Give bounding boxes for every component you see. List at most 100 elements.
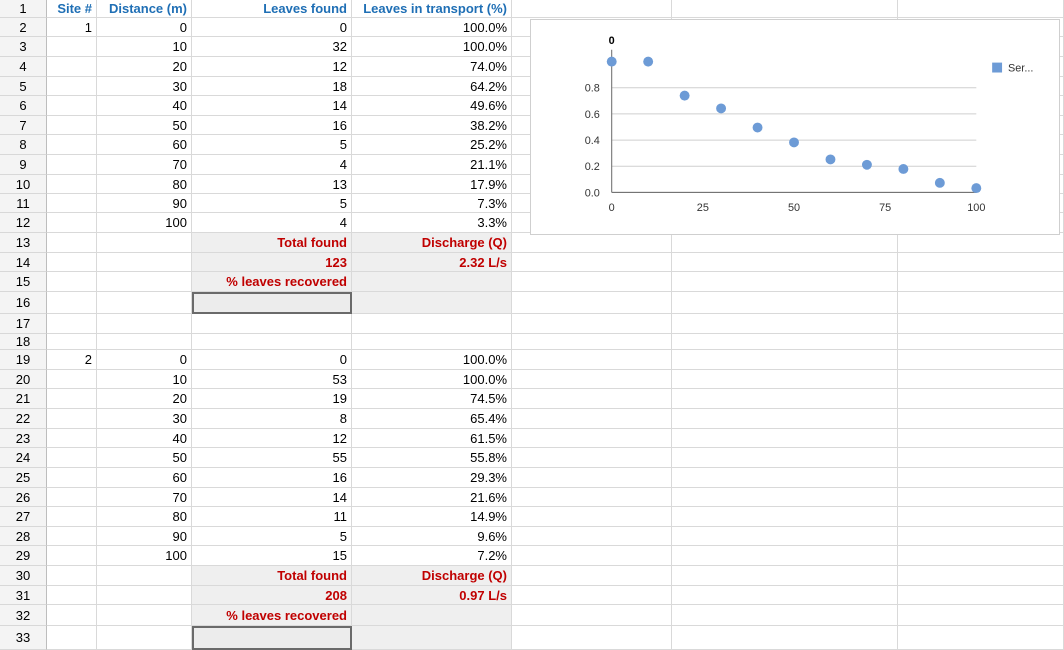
transport-value[interactable]: 17.9% <box>352 175 512 194</box>
cell[interactable] <box>97 586 192 605</box>
row-header[interactable]: 1 <box>0 0 47 18</box>
cell[interactable] <box>512 0 672 18</box>
cell[interactable] <box>47 488 97 507</box>
cell[interactable] <box>672 350 898 370</box>
cell[interactable] <box>898 253 1064 272</box>
transport-value[interactable]: 55.8% <box>352 448 512 468</box>
cell[interactable] <box>512 429 672 448</box>
cell[interactable] <box>672 626 898 650</box>
leaves-found-value[interactable]: 12 <box>192 429 352 448</box>
distance-value[interactable]: 60 <box>97 135 192 155</box>
transport-value[interactable]: 38.2% <box>352 116 512 135</box>
cell[interactable] <box>47 37 97 57</box>
transport-value[interactable]: 3.3% <box>352 213 512 233</box>
cell[interactable] <box>47 194 97 213</box>
cell[interactable] <box>898 409 1064 429</box>
cell[interactable] <box>47 292 97 314</box>
row-header[interactable]: 24 <box>0 448 47 468</box>
cell[interactable] <box>47 135 97 155</box>
recovered-input[interactable] <box>192 626 352 650</box>
row-header[interactable]: 13 <box>0 233 47 253</box>
transport-value[interactable]: 29.3% <box>352 468 512 488</box>
cell[interactable] <box>47 448 97 468</box>
cell[interactable] <box>47 314 97 334</box>
distance-value[interactable]: 70 <box>97 155 192 175</box>
cell[interactable] <box>898 350 1064 370</box>
leaves-found-value[interactable]: 5 <box>192 194 352 213</box>
row-header[interactable]: 22 <box>0 409 47 429</box>
row-header[interactable]: 4 <box>0 57 47 77</box>
cell[interactable] <box>512 507 672 527</box>
transport-value[interactable]: 49.6% <box>352 96 512 116</box>
cell[interactable] <box>898 527 1064 546</box>
cell[interactable] <box>97 272 192 292</box>
cell[interactable] <box>97 566 192 586</box>
leaves-found-value[interactable]: 13 <box>192 175 352 194</box>
cell[interactable] <box>672 527 898 546</box>
recovered-input[interactable] <box>192 292 352 314</box>
cell[interactable] <box>47 233 97 253</box>
cell[interactable] <box>512 272 672 292</box>
row-header[interactable]: 12 <box>0 213 47 233</box>
cell[interactable] <box>192 314 352 334</box>
cell[interactable] <box>898 272 1064 292</box>
cell[interactable] <box>672 546 898 566</box>
leaves-found-value[interactable]: 11 <box>192 507 352 527</box>
cell[interactable] <box>898 314 1064 334</box>
cell[interactable] <box>512 233 672 253</box>
transport-value[interactable]: 74.0% <box>352 57 512 77</box>
distance-value[interactable]: 0 <box>97 350 192 370</box>
cell[interactable] <box>898 233 1064 253</box>
cell[interactable] <box>47 253 97 272</box>
leaves-found-value[interactable]: 32 <box>192 37 352 57</box>
cell[interactable] <box>672 253 898 272</box>
transport-value[interactable]: 25.2% <box>352 135 512 155</box>
row-header[interactable]: 21 <box>0 389 47 409</box>
cell[interactable] <box>47 389 97 409</box>
transport-value[interactable]: 61.5% <box>352 429 512 448</box>
cell[interactable] <box>352 626 512 650</box>
cell[interactable] <box>898 0 1064 18</box>
cell[interactable] <box>898 586 1064 605</box>
cell[interactable] <box>672 448 898 468</box>
cell[interactable] <box>47 370 97 389</box>
transport-value[interactable]: 9.6% <box>352 527 512 546</box>
transport-value[interactable]: 74.5% <box>352 389 512 409</box>
distance-value[interactable]: 40 <box>97 429 192 448</box>
cell[interactable] <box>512 409 672 429</box>
cell[interactable] <box>672 566 898 586</box>
row-header[interactable]: 16 <box>0 292 47 314</box>
header-distance[interactable]: Distance (m) <box>97 0 192 18</box>
cell[interactable] <box>672 0 898 18</box>
cell[interactable] <box>512 468 672 488</box>
cell[interactable] <box>352 605 512 626</box>
cell[interactable] <box>672 334 898 350</box>
site-id[interactable]: 2 <box>47 350 97 370</box>
cell[interactable] <box>352 272 512 292</box>
row-header[interactable]: 20 <box>0 370 47 389</box>
cell[interactable] <box>512 314 672 334</box>
row-header[interactable]: 2 <box>0 18 47 37</box>
header-leaves-found[interactable]: Leaves found <box>192 0 352 18</box>
transport-value[interactable]: 100.0% <box>352 18 512 37</box>
distance-value[interactable]: 40 <box>97 96 192 116</box>
cell[interactable] <box>672 429 898 448</box>
leaves-found-value[interactable]: 53 <box>192 370 352 389</box>
cell[interactable] <box>97 605 192 626</box>
row-header[interactable]: 10 <box>0 175 47 194</box>
row-header[interactable]: 15 <box>0 272 47 292</box>
distance-value[interactable]: 30 <box>97 409 192 429</box>
distance-value[interactable]: 10 <box>97 370 192 389</box>
cell[interactable] <box>47 507 97 527</box>
transport-value[interactable]: 100.0% <box>352 37 512 57</box>
transport-value[interactable]: 21.6% <box>352 488 512 507</box>
distance-value[interactable]: 20 <box>97 57 192 77</box>
cell[interactable] <box>47 155 97 175</box>
row-header[interactable]: 32 <box>0 605 47 626</box>
leaves-found-value[interactable]: 4 <box>192 213 352 233</box>
row-header[interactable]: 17 <box>0 314 47 334</box>
leaves-found-value[interactable]: 16 <box>192 116 352 135</box>
cell[interactable] <box>672 409 898 429</box>
cell[interactable] <box>672 292 898 314</box>
cell[interactable] <box>47 213 97 233</box>
